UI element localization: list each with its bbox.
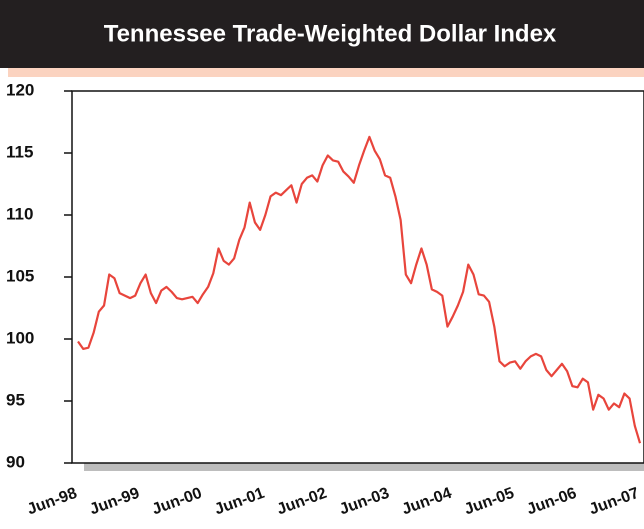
x-tick-label: Jun-02 bbox=[275, 485, 329, 519]
x-tick-label: Jun-98 bbox=[25, 485, 79, 519]
y-tick-label: 110 bbox=[6, 204, 33, 223]
x-tick-label: Jun-05 bbox=[462, 485, 516, 519]
y-tick-label: 120 bbox=[6, 80, 34, 99]
axis-shadow bbox=[84, 463, 644, 471]
title-bar bbox=[0, 0, 644, 68]
y-tick-label: 95 bbox=[6, 390, 25, 409]
x-tick-label: Jun-07 bbox=[587, 485, 641, 519]
x-tick-label: Jun-99 bbox=[88, 485, 142, 519]
x-tick-label: Jun-01 bbox=[212, 485, 266, 519]
plot-frame bbox=[71, 90, 644, 464]
x-tick-label: Jun-00 bbox=[150, 485, 204, 519]
x-tick-label: Jun-04 bbox=[400, 485, 454, 519]
y-tick-label: 100 bbox=[6, 328, 34, 347]
y-tick-label: 105 bbox=[6, 266, 34, 285]
data-line bbox=[77, 135, 642, 444]
title-stripe bbox=[8, 68, 644, 77]
y-tick-label: 115 bbox=[6, 142, 33, 161]
y-tick-label: 90 bbox=[6, 452, 25, 471]
x-tick-label: Jun-03 bbox=[337, 485, 391, 519]
x-tick-label: Jun-06 bbox=[525, 485, 579, 519]
chart-title: Tennessee Trade-Weighted Dollar Index bbox=[104, 20, 557, 47]
